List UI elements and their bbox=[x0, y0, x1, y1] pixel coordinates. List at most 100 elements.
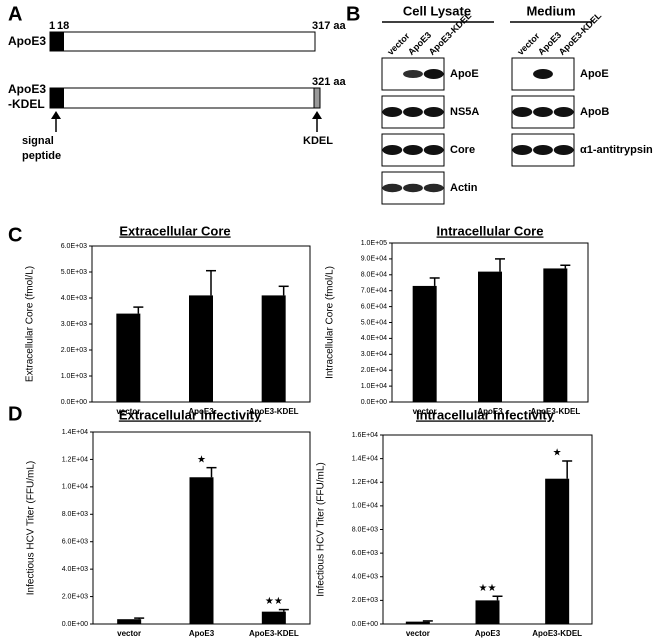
y-tick-label: 2.0E+03 bbox=[62, 593, 88, 600]
kdel-label: KDEL bbox=[303, 135, 333, 147]
y-tick-label: 4.0E+03 bbox=[61, 295, 87, 302]
y-tick-label: 1.0E+04 bbox=[62, 484, 88, 491]
blot-label: ApoE bbox=[580, 68, 609, 80]
y-tick-label: 4.0E+03 bbox=[62, 566, 88, 573]
y-tick-label: 0.0E+00 bbox=[361, 399, 387, 406]
x-tick-label: ApoE3 bbox=[477, 407, 503, 416]
x-tick-label: ApoE3 bbox=[189, 629, 215, 638]
y-tick-label: 4.0E+04 bbox=[361, 335, 387, 342]
construct-name: -KDEL bbox=[8, 97, 45, 111]
construct-bar bbox=[49, 31, 316, 52]
bar bbox=[545, 478, 570, 624]
y-tick-label: 1.0E+04 bbox=[352, 503, 378, 510]
chart-title: Intracellular Infectivity bbox=[416, 407, 555, 422]
blot-band bbox=[382, 183, 403, 193]
x-tick-label: vector bbox=[116, 407, 140, 416]
significance-mark: ★ bbox=[197, 454, 206, 465]
x-tick-label: ApoE3-KDEL bbox=[249, 407, 299, 416]
x-tick-label: ApoE3-KDEL bbox=[532, 629, 582, 638]
bar bbox=[478, 271, 502, 402]
x-tick-label: ApoE3-KDEL bbox=[530, 407, 580, 416]
panel-label: A bbox=[8, 3, 22, 25]
panel-a: 1 18 317 aa 321 aa ApoE3 ApoE3 -KDEL sig… bbox=[8, 20, 347, 162]
arrow-head bbox=[51, 111, 61, 119]
y-tick-label: 1.2E+04 bbox=[62, 456, 88, 463]
significance-mark: ★ bbox=[553, 448, 562, 459]
arrow-head bbox=[312, 111, 322, 119]
panel-label: C bbox=[8, 224, 22, 246]
bar bbox=[189, 477, 214, 624]
y-tick-label: 1.0E+05 bbox=[361, 240, 387, 247]
y-tick-label: 0.0E+00 bbox=[62, 621, 88, 628]
blot-band bbox=[423, 69, 444, 79]
y-tick-label: 4.0E+03 bbox=[352, 574, 378, 581]
x-tick-label: ApoE3-KDEL bbox=[249, 629, 299, 638]
y-tick-label: 0.0E+00 bbox=[61, 399, 87, 406]
signal-box bbox=[50, 32, 64, 51]
chart-title: Extracellular Infectivity bbox=[119, 407, 262, 422]
y-tick-label: 8.0E+03 bbox=[62, 511, 88, 518]
blot-band bbox=[403, 70, 423, 78]
bar bbox=[117, 619, 142, 624]
blot-band bbox=[423, 145, 444, 155]
significance-mark: ★★ bbox=[265, 596, 283, 607]
chart-title: Extracellular Core bbox=[119, 223, 230, 238]
blot-band bbox=[403, 145, 423, 155]
blot-label: Actin bbox=[450, 182, 478, 194]
bar bbox=[261, 295, 286, 402]
y-tick-label: 1.6E+04 bbox=[352, 432, 378, 439]
x-tick-label: vector bbox=[406, 629, 430, 638]
blot-label: Core bbox=[450, 144, 475, 156]
y-tick-label: 5.0E+03 bbox=[61, 269, 87, 276]
y-tick-label: 0.0E+00 bbox=[352, 621, 378, 628]
panel-label: B bbox=[346, 3, 360, 25]
y-tick-label: 3.0E+04 bbox=[361, 351, 387, 358]
blot-label: ApoB bbox=[580, 106, 609, 118]
blot-band bbox=[553, 145, 574, 155]
position-label: 321 aa bbox=[312, 76, 347, 88]
construct-name: ApoE3 bbox=[8, 82, 46, 96]
x-tick-label: vector bbox=[117, 629, 141, 638]
y-tick-label: 8.0E+04 bbox=[361, 272, 387, 279]
construct-name: ApoE3 bbox=[8, 34, 46, 48]
signal-box bbox=[50, 88, 64, 108]
group-title: Cell Lysate bbox=[403, 3, 471, 18]
blot-band bbox=[382, 145, 403, 155]
bar bbox=[543, 268, 568, 402]
bar bbox=[412, 285, 437, 402]
charts: Extracellular Core Extracellular Core (fm… bbox=[25, 223, 593, 638]
signal-label: signal bbox=[22, 135, 54, 147]
y-tick-label: 1.0E+04 bbox=[361, 383, 387, 390]
bar bbox=[261, 611, 286, 624]
blot-label: NS5A bbox=[450, 106, 479, 118]
y-axis-label: Infectious HCV Titer (FFU/mL) bbox=[26, 461, 37, 595]
y-tick-label: 9.0E+04 bbox=[361, 256, 387, 263]
blot-band bbox=[512, 145, 533, 155]
blot-band bbox=[403, 107, 423, 117]
y-axis-label: Extracellular Core (fmol/L) bbox=[25, 266, 36, 382]
y-tick-label: 1.2E+04 bbox=[352, 479, 378, 486]
y-tick-label: 3.0E+03 bbox=[61, 321, 87, 328]
position-label: 317 aa bbox=[312, 20, 347, 32]
bar bbox=[189, 295, 213, 402]
panel-b: Cell LysatevectorApoE3ApoE3-KDELApoENS5A… bbox=[381, 3, 653, 205]
blot-band bbox=[533, 145, 553, 155]
blot-band bbox=[533, 69, 553, 79]
y-tick-label: 1.4E+04 bbox=[352, 455, 378, 462]
y-tick-label: 2.0E+03 bbox=[352, 597, 378, 604]
y-tick-label: 5.0E+04 bbox=[361, 319, 387, 326]
construct-bar bbox=[49, 87, 321, 109]
y-tick-label: 1.0E+03 bbox=[61, 373, 87, 380]
blot-band bbox=[553, 107, 574, 117]
bar bbox=[405, 621, 430, 624]
blot-label: ApoE bbox=[450, 68, 479, 80]
blot-band bbox=[533, 107, 553, 117]
blot-band bbox=[403, 183, 423, 193]
y-tick-label: 6.0E+03 bbox=[62, 539, 88, 546]
blot-band bbox=[423, 183, 444, 193]
chart-title: Intracellular Core bbox=[437, 223, 544, 238]
blot-band bbox=[382, 107, 403, 117]
x-tick-label: ApoE3 bbox=[188, 407, 214, 416]
position-label: 18 bbox=[57, 20, 69, 32]
y-tick-label: 2.0E+03 bbox=[61, 347, 87, 354]
